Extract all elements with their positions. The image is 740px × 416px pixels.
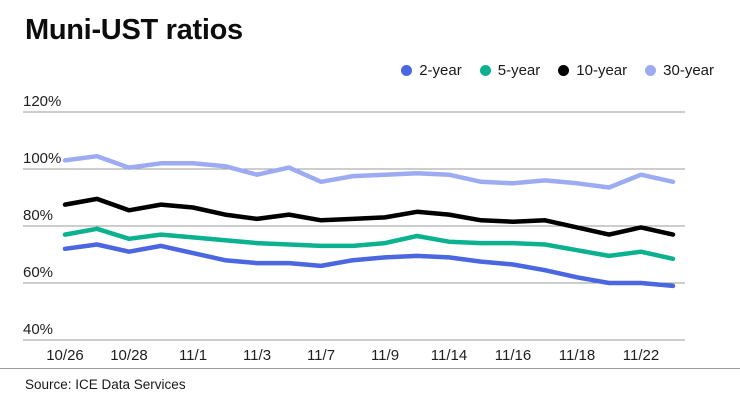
- x-tick-label: 10/28: [110, 347, 148, 364]
- x-tick-label: 10/26: [46, 347, 84, 364]
- legend-dot-icon: [401, 65, 413, 76]
- legend-item-2-year: 2-year: [401, 62, 462, 79]
- y-tick-label: 60%: [23, 264, 53, 281]
- legend-dot-icon: [479, 65, 491, 76]
- legend-label: 30-year: [663, 62, 714, 79]
- series-line-5-year: [62, 226, 676, 262]
- x-tick-label: 11/9: [371, 347, 399, 364]
- footer-divider: [0, 368, 740, 369]
- x-tick-label: 11/7: [307, 347, 335, 364]
- series-line-10-year: [62, 196, 676, 237]
- chart-legend: 2-year 5-year 10-year 30-year: [401, 62, 714, 79]
- x-tick-label: 11/16: [495, 347, 531, 364]
- page-title: Muni-UST ratios: [25, 14, 243, 46]
- legend-item-10-year: 10-year: [558, 62, 627, 79]
- legend-dot-icon: [645, 65, 657, 76]
- legend-label: 2-year: [419, 62, 462, 79]
- source-note: Source: ICE Data Services: [25, 377, 186, 392]
- x-tick-label: 11/3: [243, 347, 271, 364]
- legend-dot-icon: [558, 65, 570, 76]
- y-tick-label: 40%: [23, 321, 53, 338]
- legend-item-5-year: 5-year: [479, 62, 541, 79]
- y-tick-label: 100%: [23, 150, 61, 167]
- x-tick-label: 11/22: [623, 347, 659, 364]
- legend-item-30-year: 30-year: [645, 62, 714, 79]
- y-tick-label: 120%: [23, 93, 61, 110]
- y-tick-label: 80%: [23, 207, 53, 224]
- legend-label: 5-year: [497, 62, 541, 79]
- x-tick-label: 11/18: [559, 347, 595, 364]
- series-line-2-year: [62, 242, 676, 289]
- x-tick-label: 11/14: [431, 347, 467, 364]
- series-line-30-year: [62, 153, 676, 190]
- x-tick-label: 11/1: [179, 347, 207, 364]
- legend-label: 10-year: [576, 62, 628, 79]
